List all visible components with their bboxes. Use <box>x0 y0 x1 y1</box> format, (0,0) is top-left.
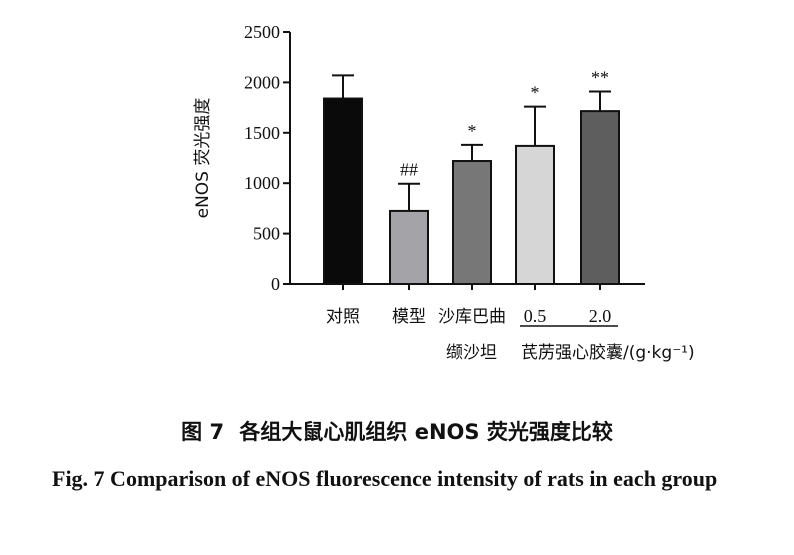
bar <box>389 209 429 285</box>
caption-english: Fig. 7 Comparison of eNOS fluorescence i… <box>52 466 718 491</box>
bar <box>323 97 363 285</box>
x-tick-label: 沙库巴曲 <box>438 307 506 327</box>
y-tick-label: 2500 <box>244 22 280 42</box>
x-tick-label: 0.5 <box>524 306 547 326</box>
significance-marker: * <box>468 121 477 141</box>
significance-marker: ** <box>591 67 609 87</box>
x-tick-label: 对照 <box>326 307 360 327</box>
significance-marker: ## <box>400 160 418 180</box>
y-tick-label: 0 <box>271 274 280 294</box>
x-tick-label: 2.0 <box>589 306 612 326</box>
y-axis-title: eNOS 荧光强度 <box>193 98 213 219</box>
y-tick-label: 1000 <box>244 173 280 193</box>
caption-cn-text: 各组大鼠心肌组织 eNOS 荧光强度比较 <box>239 420 613 444</box>
x-tick-label: 模型 <box>392 307 426 327</box>
bar <box>515 144 555 285</box>
significance-marker: * <box>531 83 540 103</box>
group-label-qiliqiangxin: 芪苈强心胶囊/(g·kg⁻¹) <box>521 343 695 363</box>
caption-chinese: 图 7 各组大鼠心肌组织 eNOS 荧光强度比较 <box>0 416 794 446</box>
y-tick-label: 1500 <box>244 123 280 143</box>
x-axis: 对照 模型 沙库巴曲 0.5 2.0 <box>290 283 645 327</box>
group-label-valsartan: 缬沙坦 <box>446 343 497 363</box>
bars: ##**** <box>323 67 620 285</box>
y-axis: 0 500 1000 1500 2000 2500 <box>244 22 291 294</box>
bar <box>452 160 492 285</box>
caption-cn-fig-number: 图 7 <box>181 420 225 444</box>
y-tick-label: 500 <box>253 224 280 244</box>
bar <box>580 110 620 285</box>
y-tick-label: 2000 <box>244 72 280 92</box>
